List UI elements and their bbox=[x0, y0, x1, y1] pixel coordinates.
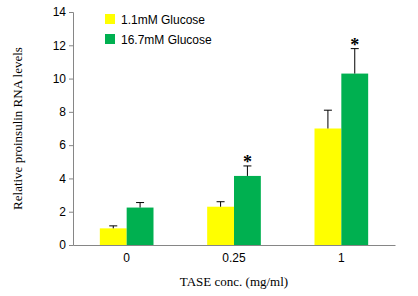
tick-mark bbox=[69, 12, 73, 13]
legend-item: 1.1mM Glucose bbox=[105, 13, 205, 27]
error-cap bbox=[109, 225, 117, 226]
tick-mark bbox=[69, 45, 73, 46]
tick: 12 bbox=[53, 39, 73, 53]
tick-mark bbox=[69, 212, 73, 213]
series bbox=[127, 49, 369, 245]
tick-mark bbox=[69, 178, 73, 179]
error-cap bbox=[136, 202, 144, 203]
error-bar bbox=[136, 203, 144, 208]
axis-line bbox=[69, 13, 74, 246]
x-axis-title: TASE conc. (mg/ml) bbox=[180, 274, 288, 289]
tick: 14 bbox=[53, 5, 73, 19]
x-axis: 0 0.25 1 bbox=[74, 246, 396, 265]
tick: 0 bbox=[123, 251, 130, 265]
tick-label: 4 bbox=[59, 172, 66, 186]
plot-area bbox=[100, 49, 368, 245]
chart: 0 2 4 6 8 10 12 14 0 0.25 1 TASE conc. (mg/ml) Relat… bbox=[0, 0, 418, 296]
tick-mark bbox=[69, 245, 73, 246]
tick: 10 bbox=[53, 72, 73, 86]
axis-line bbox=[74, 245, 396, 246]
tick-label: 0 bbox=[59, 238, 66, 252]
tick-label: 2 bbox=[59, 205, 66, 219]
tick: 6 bbox=[59, 138, 73, 152]
error-bar bbox=[217, 202, 225, 207]
error-bar bbox=[109, 226, 117, 228]
y-axis: 0 2 4 6 8 10 12 14 bbox=[53, 5, 74, 252]
annotation: * bbox=[243, 152, 252, 172]
legend-swatch bbox=[105, 14, 115, 24]
tick-label: 10 bbox=[53, 72, 67, 86]
annotation: * bbox=[350, 35, 359, 55]
legend-item: 16.7mM Glucose bbox=[105, 33, 212, 47]
error-bar bbox=[324, 110, 332, 128]
tick-label: 1 bbox=[338, 251, 345, 265]
tick-mark bbox=[69, 79, 73, 80]
series bbox=[100, 110, 342, 245]
bar bbox=[127, 208, 154, 245]
tick: 2 bbox=[59, 205, 73, 219]
tick: 4 bbox=[59, 172, 73, 186]
tick: 1 bbox=[338, 251, 345, 265]
error-stem bbox=[220, 202, 221, 207]
tick-mark bbox=[69, 145, 73, 146]
tick-mark bbox=[69, 112, 73, 113]
bar bbox=[207, 207, 234, 245]
bar bbox=[315, 129, 342, 246]
tick-label: 12 bbox=[53, 39, 67, 53]
legend-label: 16.7mM Glucose bbox=[121, 33, 212, 47]
error-stem bbox=[327, 110, 328, 128]
legend-label: 1.1mM Glucose bbox=[121, 13, 205, 27]
bar bbox=[234, 176, 261, 245]
tick-label: 0 bbox=[123, 251, 130, 265]
error-cap bbox=[324, 110, 332, 111]
tick-label: 14 bbox=[53, 5, 67, 19]
legend: 1.1mM Glucose 16.7mM Glucose bbox=[105, 13, 212, 47]
legend-swatch bbox=[105, 34, 115, 44]
tick: 0 bbox=[59, 238, 73, 252]
error-stem bbox=[140, 203, 141, 208]
tick: 0.25 bbox=[222, 251, 246, 265]
tick-label: 6 bbox=[59, 138, 66, 152]
tick: 8 bbox=[59, 105, 73, 119]
bar bbox=[100, 228, 127, 245]
tick-label: 0.25 bbox=[222, 251, 246, 265]
bar bbox=[341, 74, 368, 245]
y-axis-title: Relative proinsulin RNA levels bbox=[10, 47, 25, 210]
tick-label: 8 bbox=[59, 105, 66, 119]
error-cap bbox=[217, 201, 225, 202]
